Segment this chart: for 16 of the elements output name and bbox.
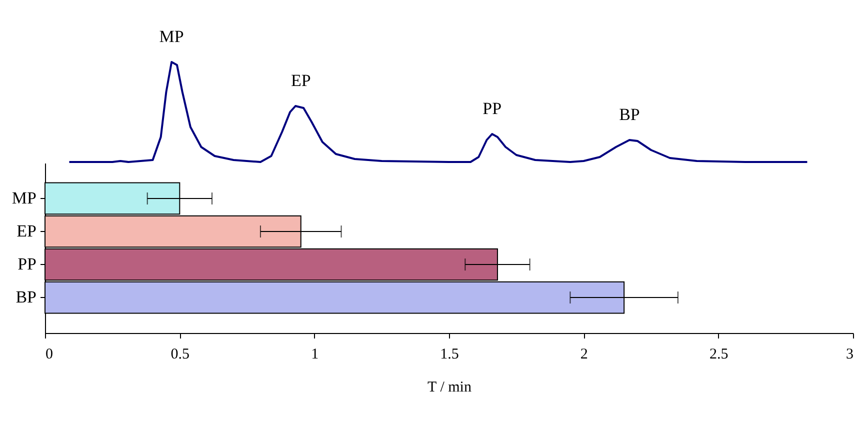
y-tick-label: BP [16, 288, 36, 307]
annotation: MP [159, 27, 184, 46]
y-tick-label: MP [12, 188, 36, 208]
x-tick-label: 0 [46, 346, 53, 362]
x-tick-label: 3 [846, 346, 854, 362]
annotation: EP [290, 71, 311, 90]
x-tick-label: 0.5 [170, 346, 190, 362]
x-axis-title: T / min [428, 380, 472, 396]
x-tick-label: 1.5 [440, 346, 459, 362]
annotation: BP [619, 105, 640, 124]
annotation: PP [482, 99, 502, 118]
y-tick-label: EP [16, 221, 36, 240]
x-tick-label: 1 [311, 346, 319, 362]
x-tick-label: 2.5 [709, 346, 728, 362]
x-tick-label: 2 [580, 346, 588, 362]
y-tick-label: PP [18, 254, 36, 274]
